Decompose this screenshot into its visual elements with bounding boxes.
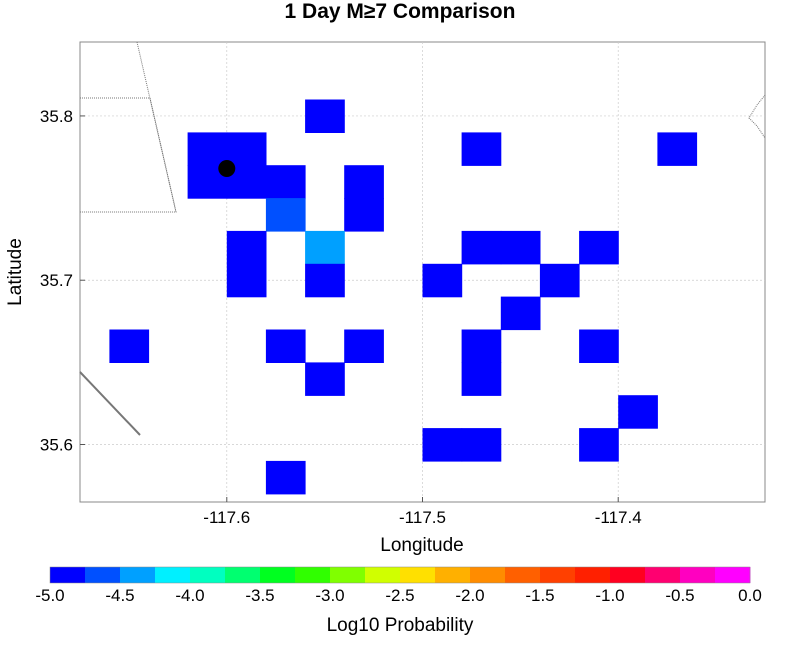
colorbar-tick-label: -0.5: [665, 586, 694, 605]
y-tick-label: 35.7: [40, 271, 73, 290]
heatmap-cell: [265, 460, 306, 495]
colorbar-tick-label: -4.5: [105, 586, 134, 605]
heatmap-cell: [187, 132, 228, 166]
colorbar-tick-label: -1.5: [525, 586, 554, 605]
heatmap-cell: [657, 132, 698, 166]
colorbar-tick-label: 0.0: [738, 586, 762, 605]
heatmap-cell: [344, 329, 384, 363]
heatmap-cell: [344, 198, 384, 232]
colorbar-tick-label: -4.0: [175, 586, 204, 605]
colorbar-swatch: [330, 567, 366, 583]
heatmap-cell: [226, 263, 267, 298]
colorbar-swatch: [50, 567, 86, 583]
heatmap-cell: [579, 428, 619, 462]
probability-cells: [109, 99, 698, 495]
colorbar: [49, 566, 751, 584]
colorbar-swatch: [85, 567, 121, 583]
colorbar-swatch: [225, 567, 261, 583]
colorbar-swatch: [295, 567, 331, 583]
colorbar-tick-label: -2.0: [455, 586, 484, 605]
map-boundaries: [79, 41, 766, 436]
heatmap-cell: [461, 428, 502, 462]
colorbar-swatch: [155, 567, 191, 583]
heatmap-cell: [422, 428, 463, 462]
colorbar-tick-label: -3.0: [315, 586, 344, 605]
heatmap-cell: [265, 198, 306, 232]
colorbar-swatch: [715, 567, 751, 583]
colorbar-swatch: [260, 567, 296, 583]
y-tick-label: 35.6: [40, 436, 73, 455]
x-axis-label: Longitude: [380, 535, 463, 556]
epicenter-dot: [218, 160, 236, 177]
colorbar-tick-label: -2.5: [385, 586, 414, 605]
heatmap-cell: [500, 230, 541, 265]
colorbar-swatch: [365, 567, 401, 583]
heatmap-cell: [461, 230, 502, 265]
colorbar-tick-label: -3.5: [245, 586, 274, 605]
heatmap-cell: [618, 395, 658, 429]
colorbar-swatch: [190, 567, 226, 583]
heatmap-cell: [461, 362, 502, 396]
colorbar-tick-label: -5.0: [35, 586, 64, 605]
boundary-line: [748, 94, 766, 139]
heatmap-cell: [500, 296, 541, 331]
x-tick-label: -117.6: [203, 508, 250, 527]
heatmap-cell: [305, 99, 345, 133]
heatmap-cell: [226, 132, 267, 166]
heatmap-cell: [579, 329, 619, 363]
heatmap-cell: [344, 165, 384, 199]
heatmap-cell: [305, 362, 345, 396]
colorbar-frame: [49, 566, 751, 584]
colorbar-label: Log10 Probability: [327, 615, 474, 636]
colorbar-swatch: [610, 567, 646, 583]
colorbar-swatch: [435, 567, 471, 583]
heatmap-cell: [226, 230, 267, 265]
heatmap-cell: [265, 329, 306, 363]
colorbar-tick-label: -1.0: [595, 586, 624, 605]
y-tick-label: 35.8: [40, 107, 73, 126]
colorbar-ticks: -5.0 -4.5 -4.0 -3.5 -3.0 -2.5 -2.0 -1.5 -1.0 -0.5…: [35, 586, 761, 605]
heatmap-cell: [305, 263, 345, 298]
x-axis-ticks: -117.6 -117.5 -117.4: [203, 497, 642, 527]
colorbar-swatch: [400, 567, 436, 583]
heatmap-cell: [305, 230, 345, 265]
heatmap-cell: [461, 329, 502, 363]
colorbar-swatch: [505, 567, 541, 583]
colorbar-swatch: [120, 567, 156, 583]
fault-line: [79, 371, 141, 436]
colorbar-swatch: [575, 567, 611, 583]
heatmap-cell: [422, 263, 463, 298]
heatmap-cell: [109, 329, 150, 363]
colorbar-swatch: [645, 567, 681, 583]
heatmap-cell: [539, 263, 580, 298]
colorbar-swatch: [680, 567, 716, 583]
heatmap-cell: [579, 230, 619, 265]
x-tick-label: -117.5: [399, 508, 446, 527]
chart-title: 1 Day M≥7 Comparison: [285, 0, 516, 23]
x-tick-label: -117.4: [595, 508, 642, 527]
colorbar-swatch: [540, 567, 576, 583]
colorbar-swatch: [470, 567, 506, 583]
y-axis-label: Latitude: [5, 238, 26, 306]
heatmap-cell: [461, 132, 502, 166]
y-axis-ticks: 35.6 35.7 35.8: [40, 107, 85, 455]
heatmap-cell: [265, 165, 306, 199]
epicenter-marker: [218, 160, 236, 177]
boundary-line: [80, 97, 177, 213]
